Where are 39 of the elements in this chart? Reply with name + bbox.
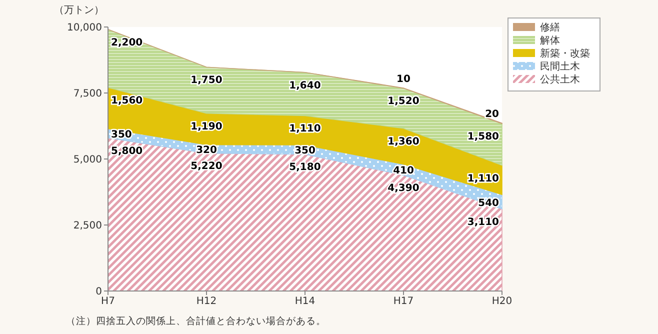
data-label: 1,520 xyxy=(388,96,420,108)
legend-label: 公共土木 xyxy=(540,74,580,86)
data-label: 5,800 xyxy=(111,146,143,157)
data-label: 20 xyxy=(485,109,500,120)
legend-label: 新築・改築 xyxy=(540,48,590,60)
data-label: 3,110 xyxy=(467,216,500,228)
data-label: 1,190 xyxy=(190,121,222,132)
legend-label: 修繕 xyxy=(540,22,560,34)
data-label: 1,110 xyxy=(467,173,500,184)
data-label: 1,110 xyxy=(289,124,321,135)
x-tick-label: H20 xyxy=(492,296,512,307)
y-tick-label: 2,500 xyxy=(73,220,102,232)
data-label: 350 xyxy=(294,146,316,157)
data-label: 5,220 xyxy=(190,161,222,172)
data-label: 1,360 xyxy=(388,136,420,148)
text: （注）四捨五入の関係上、合計値と合わない場合がある。 xyxy=(66,315,326,327)
y-tick-label: 5,000 xyxy=(73,154,102,166)
x-tick-label: H17 xyxy=(393,296,414,307)
x-tick-label: H7 xyxy=(101,296,115,307)
legend-label: 民間土木 xyxy=(540,60,580,72)
data-label: 1,640 xyxy=(289,80,321,92)
y-tick-label: 7,500 xyxy=(73,88,102,100)
data-label: 1,750 xyxy=(190,75,222,86)
data-label: 540 xyxy=(478,198,500,209)
x-tick-label: H12 xyxy=(196,296,217,307)
data-label: 1,580 xyxy=(467,132,500,143)
data-label: 1,560 xyxy=(111,95,143,106)
x-tick-label: H14 xyxy=(294,296,316,307)
data-label: 410 xyxy=(393,166,414,177)
data-label: 2,200 xyxy=(111,37,143,48)
data-label: 4,390 xyxy=(388,183,420,194)
data-label: 350 xyxy=(111,129,132,140)
data-label: 5,180 xyxy=(289,162,321,174)
legend-label: 解体 xyxy=(540,34,560,46)
y-tick-label: 0 xyxy=(96,286,102,298)
y-axis-title: （万トン） xyxy=(54,5,104,16)
data-label: 320 xyxy=(196,144,217,156)
data-label: 10 xyxy=(396,74,410,85)
y-tick-label: 10,000 xyxy=(67,22,102,34)
